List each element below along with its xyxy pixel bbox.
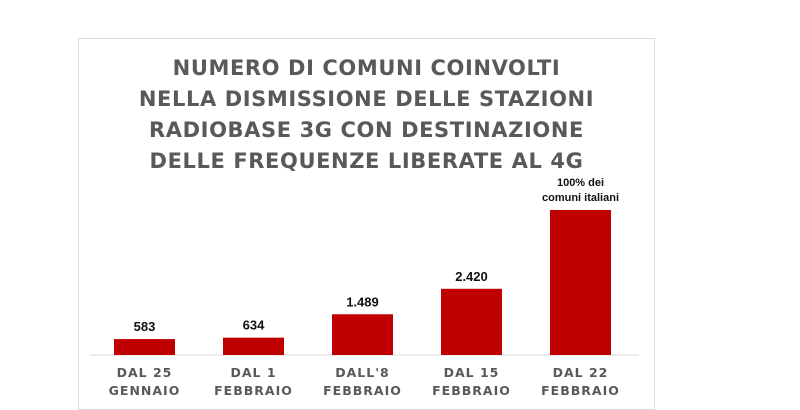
bar xyxy=(332,314,393,355)
x-tick-label: FEBBRAIO xyxy=(541,383,620,398)
data-label: 634 xyxy=(243,318,265,333)
x-tick-label: GENNAIO xyxy=(109,383,181,398)
data-label: 1.489 xyxy=(346,294,379,309)
bar-annotation: 100% dei xyxy=(557,177,604,189)
data-label: 583 xyxy=(134,319,156,334)
x-tick-label: DAL 1 xyxy=(230,365,276,380)
chart-title-line: RADIOBASE 3G CON DESTINAZIONE xyxy=(149,118,584,142)
x-tick-label: FEBBRAIO xyxy=(432,383,511,398)
bar-annotation: comuni italiani xyxy=(542,192,619,204)
bar xyxy=(550,210,611,355)
x-tick-label: FEBBRAIO xyxy=(214,383,293,398)
bar xyxy=(223,337,284,355)
x-tick-label: FEBBRAIO xyxy=(323,383,402,398)
data-label: 2.420 xyxy=(455,269,488,284)
x-tick-label: DALL'8 xyxy=(335,365,390,380)
bar-chart: 583 DAL 25 GENNAIO 634 DAL 1 FEBBRAIO 1.489 DAL… xyxy=(90,177,639,398)
bar xyxy=(441,288,502,355)
x-tick-label: DAL 22 xyxy=(553,365,609,380)
x-tick-label: DAL 25 xyxy=(117,365,173,380)
chart-title-line: NUMERO DI COMUNI COINVOLTI xyxy=(172,56,561,80)
chart-title-line: DELLE FREQUENZE LIBERATE AL 4G xyxy=(149,149,584,173)
chart-panel: NUMERO DI COMUNI COINVOLTI NELLA DISMISS… xyxy=(78,38,655,410)
bar xyxy=(114,339,175,355)
x-tick-label: DAL 15 xyxy=(444,365,500,380)
chart-title-line: NELLA DISMISSIONE DELLE STAZIONI xyxy=(138,87,595,111)
chart-title: NUMERO DI COMUNI COINVOLTI NELLA DISMISS… xyxy=(79,53,654,177)
